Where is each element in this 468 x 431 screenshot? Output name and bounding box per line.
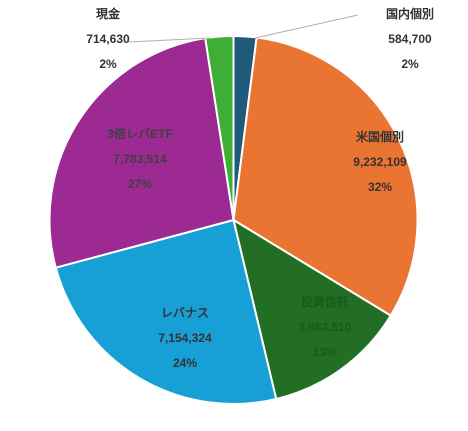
slice-1-percent: 32% xyxy=(368,180,392,194)
slice-3-percent: 24% xyxy=(173,356,197,370)
slice-3-value: 7,154,324 xyxy=(158,331,212,345)
pie-slice-2 xyxy=(231,217,393,401)
slice-5-label: 現金 xyxy=(96,6,121,21)
pie-slice-1 xyxy=(232,36,419,317)
pie-slice-4 xyxy=(48,37,235,269)
leader-lines xyxy=(127,14,359,43)
slice-2-value: 3,663,510 xyxy=(298,320,352,334)
slice-0-percent: 2% xyxy=(401,57,419,71)
leader-line-5 xyxy=(127,37,211,43)
slice-4-value: 7,783,514 xyxy=(113,152,167,166)
leader-line-0 xyxy=(254,14,359,39)
slice-2-label: 投資信託 xyxy=(301,294,349,309)
slice-1-label: 米国個別 xyxy=(356,129,404,144)
slice-5-value: 714,630 xyxy=(86,32,130,46)
slice-5-percent: 2% xyxy=(99,57,117,71)
slice-3-label: レバナス xyxy=(161,306,209,320)
slice-0-label: 国内個別 xyxy=(386,6,434,21)
slice-1-value: 9,232,109 xyxy=(353,155,407,169)
slice-0-value: 584,700 xyxy=(388,32,432,46)
slice-labels: 国内個別 584,700 2% 米国個別 9,232,109 32% 投資信託 3,663,5… xyxy=(86,6,434,370)
pie-slice-3 xyxy=(54,218,278,405)
slice-4-label: 3倍レバETF xyxy=(107,126,172,141)
pie-slices xyxy=(48,34,419,405)
slice-2-percent: 13% xyxy=(313,345,337,359)
slice-4-percent: 27% xyxy=(128,177,152,191)
